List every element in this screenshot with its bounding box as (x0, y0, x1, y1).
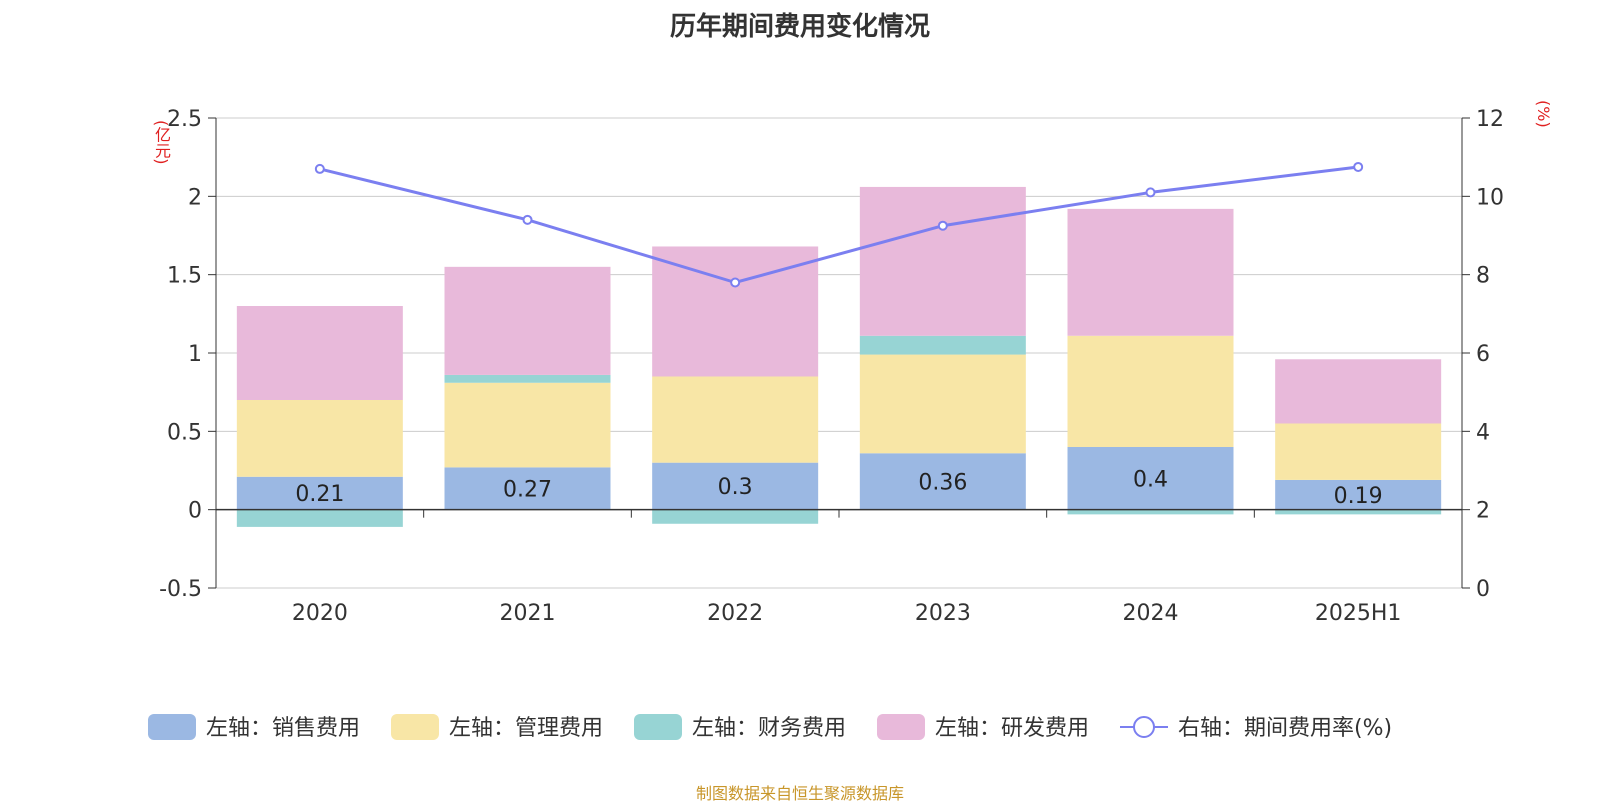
legend-label: 左轴：研发费用 (935, 716, 1089, 741)
bar-segment-1-1 (444, 382, 611, 468)
x-axis-category-label: 2024 (1123, 601, 1179, 626)
left-axis-tick-label: -0.5 (159, 577, 202, 602)
x-axis-category-label: 2025H1 (1315, 601, 1402, 626)
legend-swatch (634, 714, 682, 740)
expense-rate-point (1145, 187, 1156, 198)
right-axis-unit: (%) (1534, 100, 1553, 128)
bar-segment-2-0 (236, 509, 403, 527)
bar-data-label: 0.27 (503, 478, 552, 503)
right-axis-tick-label: 8 (1476, 264, 1490, 289)
bar-segment-1-4 (1067, 335, 1234, 447)
bar-segment-0-5 (1275, 479, 1442, 510)
bar-data-label: 0.36 (918, 470, 967, 495)
chart-title: 历年期间费用变化情况 (669, 12, 930, 42)
expense-rate-point (1353, 161, 1364, 172)
right-axis-tick-label: 0 (1476, 577, 1490, 602)
bar-segment-1-5 (1275, 423, 1442, 480)
bar-data-label: 0.3 (718, 475, 753, 500)
bar-segment-0-4 (1067, 447, 1234, 510)
x-axis-category-label: 2020 (292, 601, 348, 626)
x-axis-category-label: 2023 (915, 601, 971, 626)
bar-data-label: 0.4 (1133, 467, 1168, 492)
data-source-note: 制图数据来自恒生聚源数据库 (695, 784, 904, 803)
right-axis-tick-label: 12 (1476, 107, 1504, 132)
bar-segment-2-2 (652, 509, 819, 524)
left-axis-tick-label: 0 (188, 499, 202, 524)
legend-swatch (391, 714, 439, 740)
expense-rate-point (730, 277, 741, 288)
legend-swatch (148, 714, 196, 740)
bar-segment-1-0 (236, 400, 403, 477)
bar-segment-2-4 (1067, 509, 1234, 515)
right-axis-tick-label: 2 (1476, 499, 1490, 524)
bar-segment-2-3 (859, 335, 1026, 355)
legend-label: 左轴：财务费用 (692, 716, 846, 741)
bar-data-label: 0.19 (1334, 484, 1383, 509)
bar-segment-0-1 (444, 467, 611, 510)
legend-swatch (877, 714, 925, 740)
bar-segment-1-2 (652, 376, 819, 463)
legend-label: 左轴：销售费用 (206, 716, 360, 741)
bar-segment-1-3 (859, 354, 1026, 454)
bar-segment-3-3 (859, 186, 1026, 336)
right-axis-tick-label: 6 (1476, 342, 1490, 367)
expense-rate-point (314, 163, 325, 174)
left-axis-tick-label: 0.5 (167, 420, 202, 445)
x-axis-category-label: 2021 (500, 601, 556, 626)
bar-segment-2-5 (1275, 509, 1442, 515)
bar-data-label: 0.21 (295, 482, 344, 507)
bar-segment-2-1 (444, 374, 611, 383)
bar-segment-0-3 (859, 453, 1026, 510)
legend-marker-icon (1133, 716, 1155, 738)
x-axis-category-label: 2022 (707, 601, 763, 626)
left-axis-tick-label: 2 (188, 185, 202, 210)
left-axis-tick-label: 1.5 (167, 264, 202, 289)
right-axis-tick-label: 4 (1476, 420, 1490, 445)
expense-rate-point (522, 214, 533, 225)
right-axis-tick-label: 10 (1476, 185, 1504, 210)
left-axis-unit: (亿元) (152, 120, 171, 165)
bar-segment-3-4 (1067, 208, 1234, 336)
bar-segment-0-2 (652, 462, 819, 510)
bar-segment-3-1 (444, 266, 611, 375)
left-axis-tick-label: 1 (188, 342, 202, 367)
bar-segment-0-0 (236, 476, 403, 510)
legend-label: 左轴：管理费用 (449, 716, 603, 741)
legend-label: 右轴：期间费用率(%) (1178, 716, 1392, 741)
left-axis-tick-label: 2.5 (167, 107, 202, 132)
expense-rate-line (319, 165, 1359, 285)
bar-segment-3-0 (236, 306, 403, 400)
bar-segment-3-5 (1275, 359, 1442, 424)
expense-rate-point (937, 220, 948, 231)
